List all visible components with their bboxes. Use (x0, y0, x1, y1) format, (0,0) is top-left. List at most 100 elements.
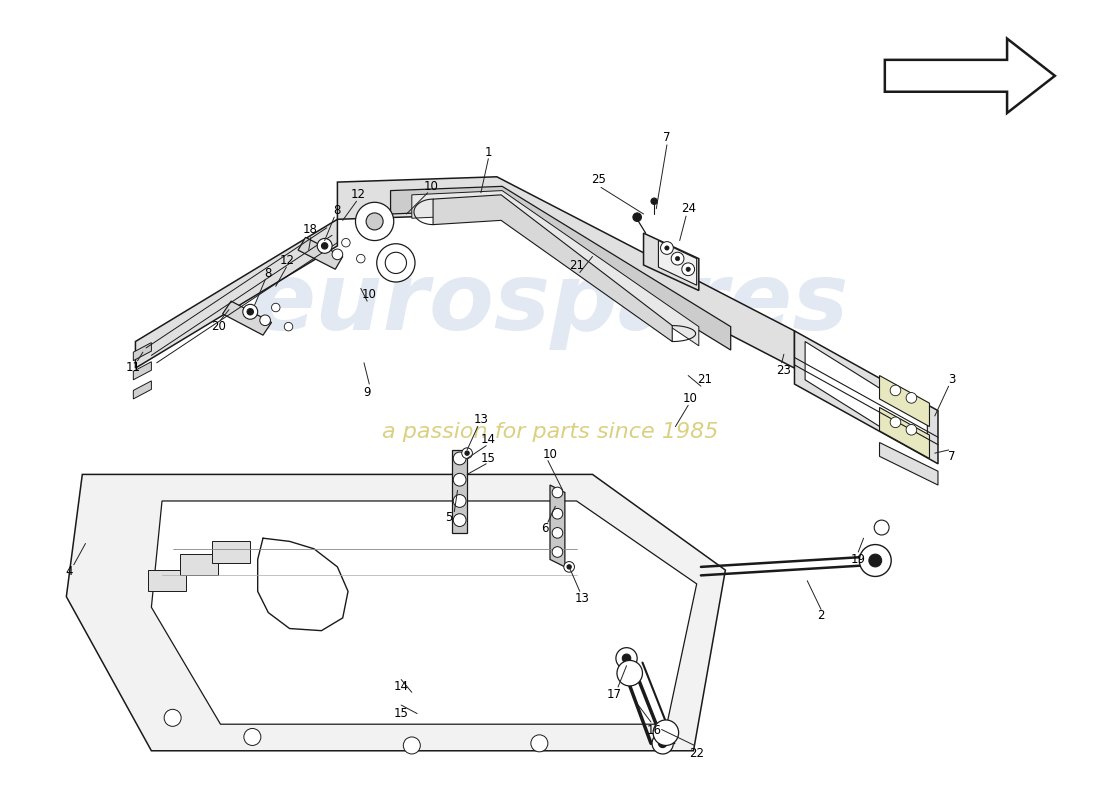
Polygon shape (411, 190, 698, 346)
Text: 15: 15 (394, 707, 408, 720)
Polygon shape (133, 342, 152, 361)
Circle shape (243, 304, 257, 319)
Circle shape (366, 213, 383, 230)
Circle shape (376, 244, 415, 282)
Polygon shape (390, 186, 730, 350)
Text: 25: 25 (592, 174, 606, 186)
Polygon shape (880, 442, 938, 485)
Bar (180, 554, 219, 575)
Text: 13: 13 (574, 592, 590, 606)
Text: 7: 7 (663, 131, 671, 144)
Circle shape (906, 393, 916, 403)
Polygon shape (550, 485, 565, 567)
Text: eurospares: eurospares (251, 258, 849, 350)
Circle shape (632, 213, 641, 222)
Text: 17: 17 (606, 688, 621, 701)
Circle shape (453, 494, 466, 507)
Circle shape (453, 474, 466, 486)
Text: 20: 20 (211, 320, 226, 333)
Circle shape (623, 654, 630, 662)
Circle shape (552, 527, 563, 538)
Circle shape (890, 417, 901, 428)
Text: 14: 14 (481, 433, 496, 446)
Circle shape (675, 257, 680, 261)
Text: 21: 21 (696, 374, 712, 386)
Polygon shape (452, 450, 468, 533)
Text: 14: 14 (394, 681, 409, 694)
Circle shape (890, 385, 901, 396)
Text: 19: 19 (850, 553, 866, 566)
Circle shape (906, 425, 916, 435)
Text: 18: 18 (302, 223, 317, 237)
Text: 15: 15 (481, 452, 496, 465)
Text: 10: 10 (542, 448, 558, 461)
Bar (148, 570, 187, 591)
Polygon shape (66, 474, 725, 750)
Polygon shape (135, 219, 338, 368)
Circle shape (462, 448, 472, 458)
Polygon shape (152, 501, 696, 724)
Text: 12: 12 (351, 188, 366, 202)
Polygon shape (298, 238, 343, 270)
Circle shape (317, 238, 332, 254)
Circle shape (531, 735, 548, 752)
Polygon shape (884, 38, 1055, 113)
Polygon shape (794, 331, 938, 464)
Circle shape (272, 303, 280, 312)
Text: 4: 4 (66, 565, 74, 578)
Circle shape (682, 263, 694, 276)
Circle shape (652, 733, 673, 754)
Polygon shape (880, 407, 929, 458)
Circle shape (453, 514, 466, 526)
Text: 10: 10 (424, 180, 439, 193)
Circle shape (164, 710, 182, 726)
Circle shape (244, 729, 261, 746)
Text: 6: 6 (541, 522, 549, 535)
Circle shape (616, 648, 637, 669)
Circle shape (653, 720, 679, 746)
Text: 12: 12 (279, 254, 295, 267)
Circle shape (617, 661, 642, 686)
Circle shape (385, 252, 407, 274)
Circle shape (660, 242, 673, 254)
Circle shape (552, 509, 563, 519)
Circle shape (686, 267, 691, 271)
Circle shape (869, 554, 881, 567)
Circle shape (260, 315, 271, 326)
Circle shape (356, 254, 365, 263)
Polygon shape (659, 241, 696, 286)
Circle shape (671, 252, 684, 265)
Text: 5: 5 (446, 511, 453, 525)
Polygon shape (805, 342, 927, 456)
Text: 23: 23 (777, 364, 791, 377)
Circle shape (355, 202, 394, 241)
Polygon shape (433, 195, 672, 342)
Text: 13: 13 (473, 413, 488, 426)
Text: 8: 8 (333, 204, 341, 218)
Polygon shape (880, 375, 929, 426)
Circle shape (552, 546, 563, 558)
Circle shape (859, 545, 891, 577)
Text: 2: 2 (817, 610, 825, 622)
Circle shape (284, 322, 293, 331)
Circle shape (664, 246, 669, 250)
Circle shape (564, 562, 574, 572)
Text: 3: 3 (948, 374, 956, 386)
Text: 10: 10 (683, 393, 697, 406)
Text: 21: 21 (569, 258, 584, 271)
Circle shape (566, 565, 571, 569)
Text: a passion for parts since 1985: a passion for parts since 1985 (382, 422, 718, 442)
Circle shape (659, 739, 667, 747)
Circle shape (465, 451, 470, 455)
Polygon shape (644, 233, 698, 290)
Text: 1: 1 (485, 146, 492, 159)
Polygon shape (338, 177, 794, 368)
Circle shape (332, 249, 343, 260)
Circle shape (342, 238, 350, 247)
Polygon shape (222, 301, 272, 335)
Text: 7: 7 (948, 450, 956, 463)
Text: 24: 24 (681, 202, 695, 215)
Circle shape (404, 737, 420, 754)
Polygon shape (133, 381, 152, 399)
Text: 16: 16 (647, 724, 662, 737)
